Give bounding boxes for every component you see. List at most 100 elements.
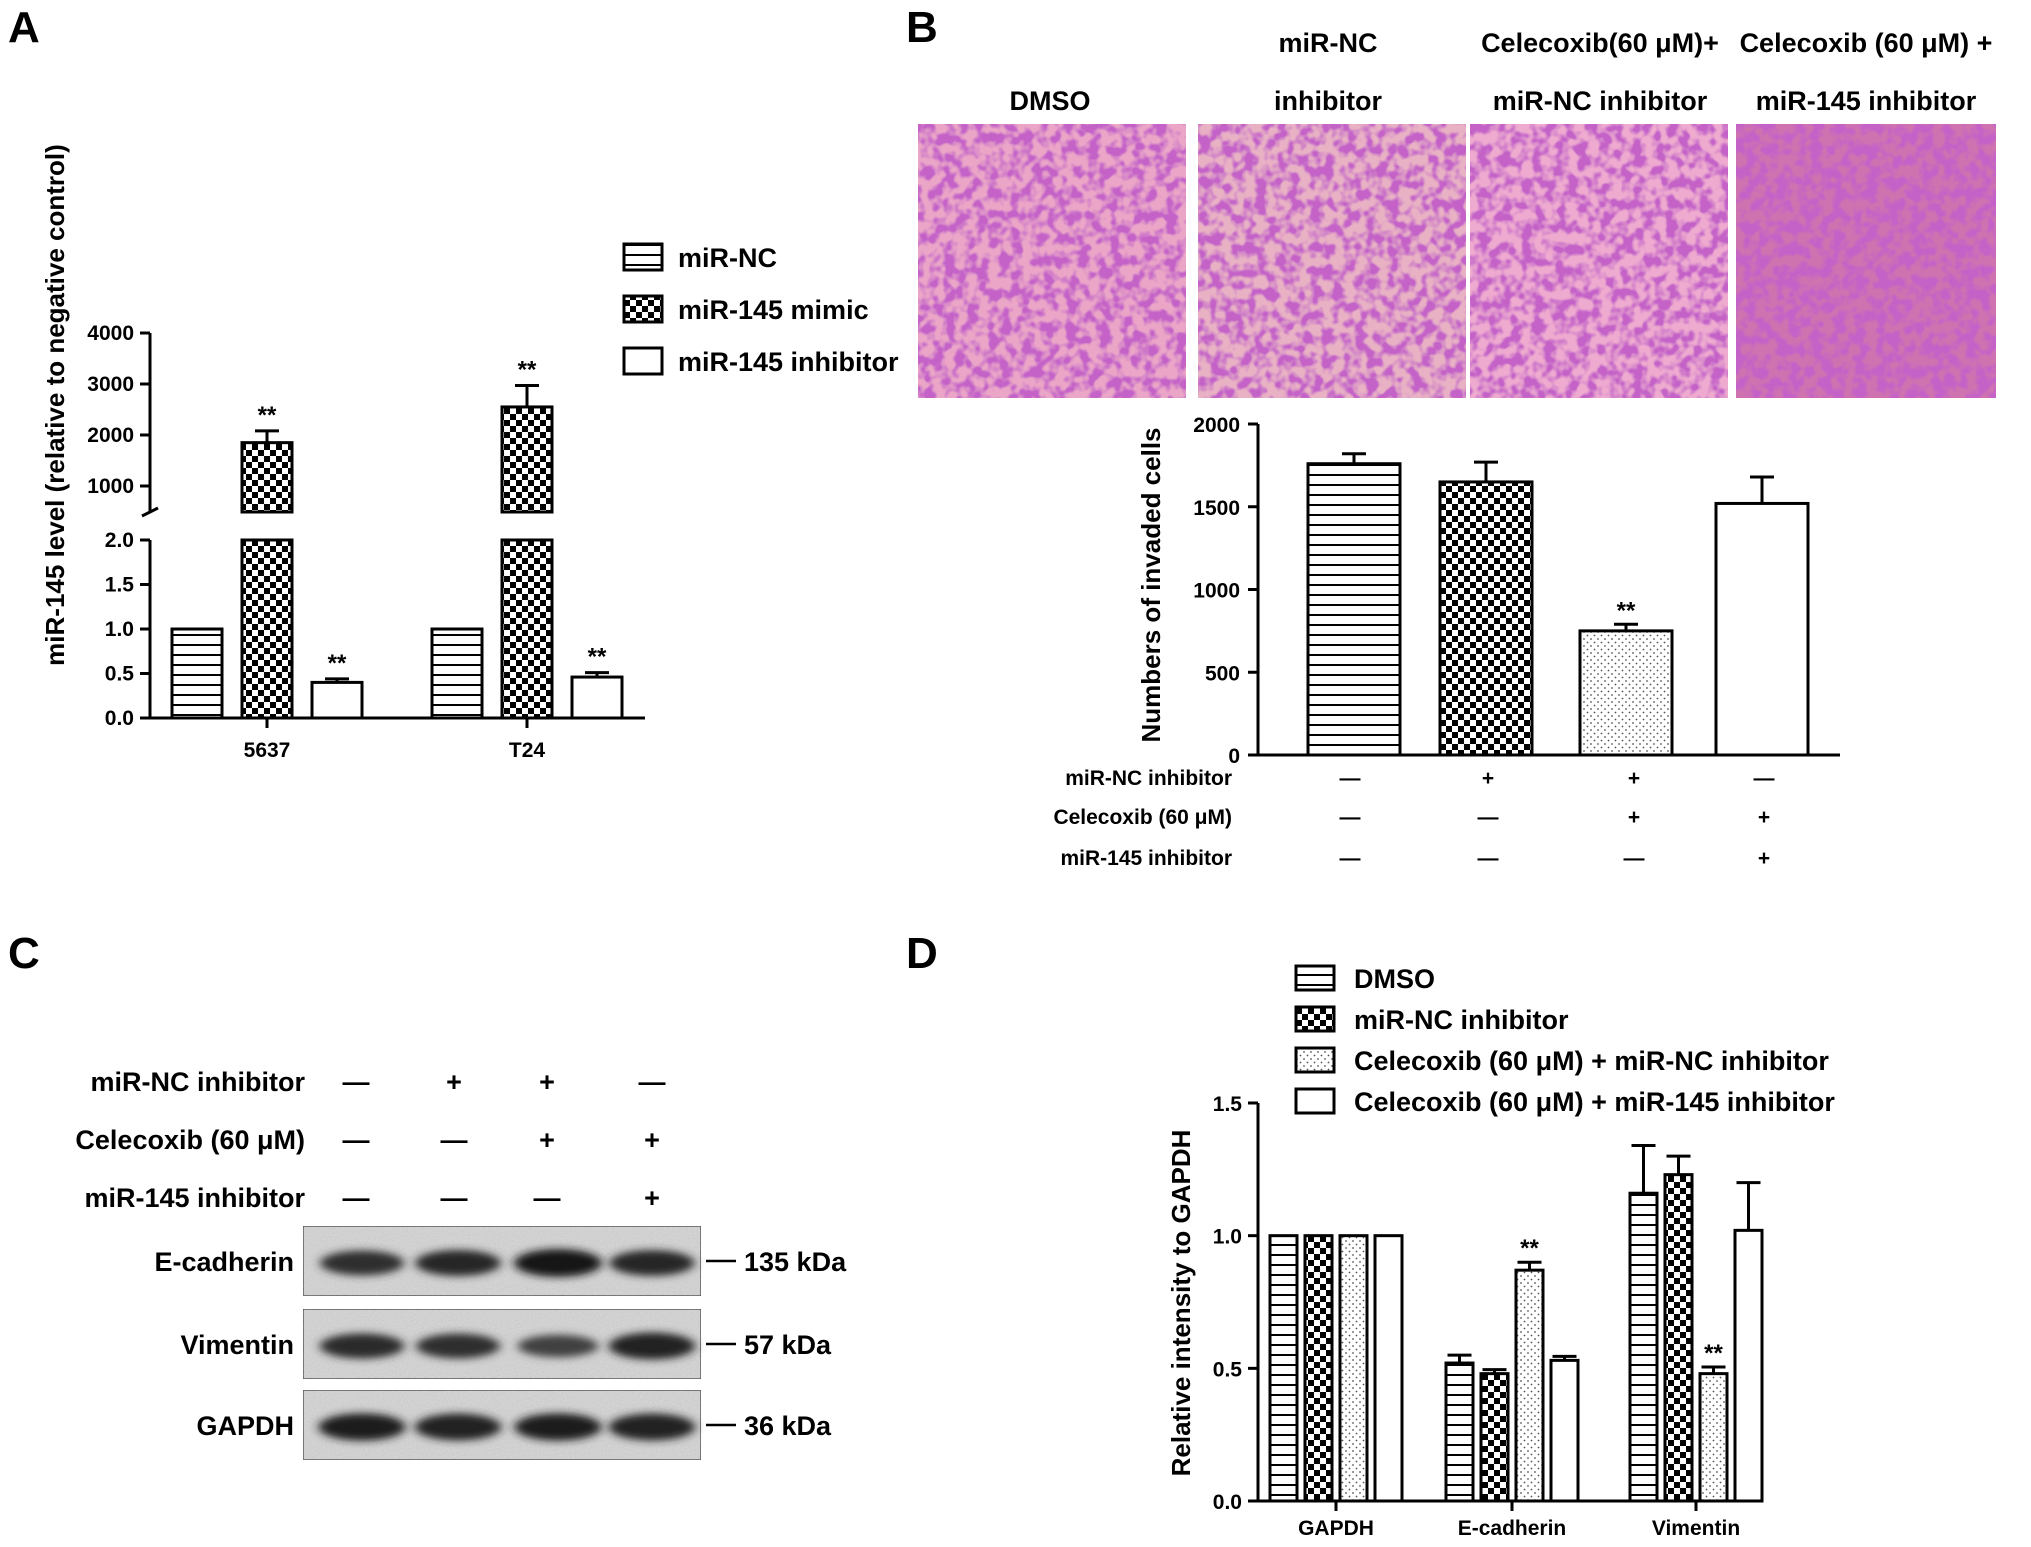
molecular-weight-label: 36 kDa xyxy=(744,1411,832,1441)
panel-d-plot: 1.5 1.0 0.5 0.0 GAPDH E-cadherin ** Vimentin ** xyxy=(1213,1093,1764,1540)
minus-marker: — xyxy=(1340,847,1361,870)
image-header-line2: inhibitor xyxy=(1274,86,1382,116)
protein-band xyxy=(514,1249,602,1277)
bar xyxy=(1306,462,1402,757)
minus-marker: — xyxy=(1624,847,1645,870)
protein-band xyxy=(609,1250,695,1276)
bar xyxy=(500,405,554,514)
minus-marker: — xyxy=(343,1183,370,1213)
panel-a: A miR-NC miR-145 mimic miR-145 inhibitor 2… xyxy=(8,3,899,762)
minus-marker: — xyxy=(1340,806,1361,829)
panel-b-condition-table: miR-NC inhibitor — + + — Celecoxib (60 μM) — — +… xyxy=(1053,767,1774,870)
panel-d-legend: DMSO miR-NC inhibitor Celecoxib (60 μM) + … xyxy=(1294,964,1835,1117)
legend-swatch xyxy=(1294,1046,1336,1074)
bar xyxy=(1663,1173,1694,1503)
y-tick-label: 1.5 xyxy=(1213,1093,1243,1116)
bar xyxy=(1698,1372,1729,1503)
protein-band xyxy=(318,1413,406,1441)
micrograph-field xyxy=(918,124,1186,398)
protein-label: Vimentin xyxy=(180,1330,294,1360)
panel-a-letter: A xyxy=(8,3,40,52)
significance-marker: ** xyxy=(1520,1235,1539,1262)
micrograph-field xyxy=(1470,124,1728,398)
y-tick-label: 0.0 xyxy=(105,707,134,730)
minus-marker: — xyxy=(441,1125,468,1155)
bar xyxy=(1714,501,1810,757)
protein-band xyxy=(415,1249,501,1277)
legend-swatch xyxy=(622,294,664,324)
panel-a-y-axis-title: miR-145 level (relative to negative cont… xyxy=(40,144,70,666)
y-tick-label: 0.0 xyxy=(1213,1491,1242,1514)
micrograph xyxy=(918,124,1186,398)
plus-marker: + xyxy=(1758,847,1770,870)
panel-c-western-blots: E-cadherin 135 kDa Vimentin 57 kDa GAPDH 36 k… xyxy=(154,1225,847,1461)
bar xyxy=(1438,480,1534,757)
protein-label: E-cadherin xyxy=(154,1247,294,1277)
image-header-line1: Celecoxib (60 μM) + xyxy=(1740,28,1993,58)
plus-marker: + xyxy=(1628,806,1640,829)
legend-swatch xyxy=(1294,964,1336,992)
bar xyxy=(1549,1358,1580,1503)
bar xyxy=(1444,1361,1475,1503)
panel-c: C miR-NC inhibitor — + + — Celecoxib (60 μM) —… xyxy=(8,929,847,1461)
plus-marker: + xyxy=(1758,806,1770,829)
y-tick-label: 2000 xyxy=(1193,414,1240,437)
bar xyxy=(1733,1228,1764,1503)
significance-marker: ** xyxy=(518,357,537,384)
micrograph xyxy=(1470,124,1728,398)
significance-marker: ** xyxy=(1704,1340,1723,1367)
protein-band xyxy=(608,1332,696,1360)
blot-strip xyxy=(302,1389,702,1461)
protein-band xyxy=(608,1413,696,1441)
plus-marker: + xyxy=(1628,767,1640,790)
bar xyxy=(1578,629,1674,757)
y-tick-label: 1.0 xyxy=(105,618,134,641)
minus-marker: — xyxy=(343,1067,370,1097)
bar xyxy=(1628,1191,1659,1503)
y-tick-label: 0.5 xyxy=(105,663,135,686)
legend-label: miR-145 mimic xyxy=(678,295,869,325)
minus-marker: — xyxy=(441,1183,468,1213)
bar xyxy=(240,538,294,720)
legend-label: miR-145 inhibitor xyxy=(678,347,899,377)
panel-b: B DMSO miR-NC inhibitor Celecoxib(60 μM)+ mi… xyxy=(906,3,1996,870)
plus-marker: + xyxy=(1482,767,1494,790)
minus-marker: — xyxy=(639,1067,666,1097)
panel-a-legend: miR-NC miR-145 mimic miR-145 inhibitor xyxy=(622,242,899,377)
y-tick-label: 2.0 xyxy=(105,529,134,552)
blot-strip xyxy=(302,1225,702,1297)
axis-break-mark xyxy=(141,506,159,518)
panel-c-condition-table: miR-NC inhibitor — + + — Celecoxib (60 μM) — — +… xyxy=(75,1067,665,1213)
condition-label: miR-NC inhibitor xyxy=(91,1067,306,1097)
plus-marker: + xyxy=(539,1067,555,1097)
significance-marker: ** xyxy=(1617,597,1636,624)
panel-d-y-axis-title: Relative intensity to GAPDH xyxy=(1166,1130,1196,1477)
protein-band xyxy=(517,1334,599,1358)
legend-label: Celecoxib (60 μM) + miR-NC inhibitor xyxy=(1354,1046,1829,1076)
micrograph-field xyxy=(1736,124,1996,398)
condition-label: miR-145 inhibitor xyxy=(84,1183,305,1213)
legend-swatch xyxy=(1294,1005,1336,1033)
blot-strip xyxy=(302,1308,702,1380)
plus-marker: + xyxy=(644,1183,660,1213)
bar xyxy=(1338,1234,1369,1503)
panel-b-micrographs xyxy=(918,124,1996,398)
image-header-line2: DMSO xyxy=(1010,86,1091,116)
minus-marker: — xyxy=(1478,847,1499,870)
y-tick-label: 1.0 xyxy=(1213,1226,1242,1249)
bar xyxy=(500,538,554,720)
condition-label: Celecoxib (60 μM) xyxy=(75,1125,305,1155)
y-tick-label: 1000 xyxy=(87,475,134,498)
legend-label: miR-NC inhibitor xyxy=(1354,1005,1569,1035)
bar xyxy=(1303,1234,1334,1503)
legend-label: DMSO xyxy=(1354,964,1435,994)
molecular-weight-label: 57 kDa xyxy=(744,1330,832,1360)
micrograph-field xyxy=(1198,124,1466,398)
micrograph xyxy=(1198,124,1466,398)
legend-swatch xyxy=(622,346,664,376)
legend-swatch xyxy=(1294,1087,1336,1115)
x-tick-label: Vimentin xyxy=(1652,1517,1740,1540)
minus-marker: — xyxy=(343,1125,370,1155)
legend-label: miR-NC xyxy=(678,243,777,273)
